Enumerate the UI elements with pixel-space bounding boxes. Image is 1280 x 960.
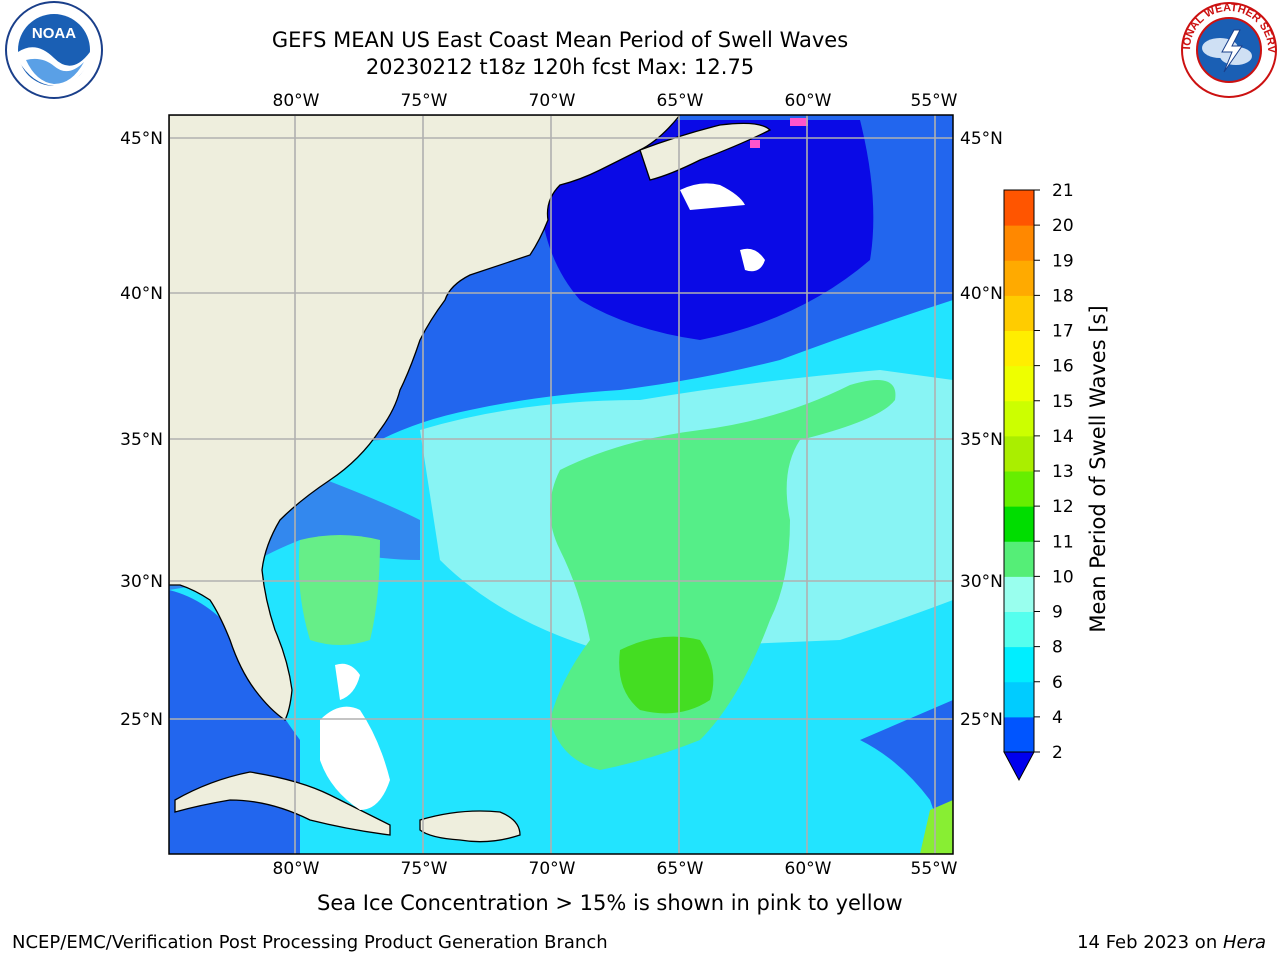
colorbar-tick-label: 18	[1052, 286, 1074, 306]
colorbar-tick-label: 11	[1052, 532, 1074, 552]
lon-tick-top: 80°W	[273, 91, 320, 111]
colorbar-bin	[1004, 295, 1034, 331]
swell-low-region	[540, 120, 874, 340]
sea-ice-note: Sea Ice Concentration > 15% is shown in …	[317, 891, 903, 915]
footer-date: 14 Feb 2023 on Hera	[1077, 932, 1266, 953]
colorbar-tick-label: 19	[1052, 251, 1074, 271]
colorbar-tick-label: 21	[1052, 181, 1074, 201]
colorbar-bin	[1004, 225, 1034, 261]
colorbar-bin	[1004, 190, 1034, 226]
colorbar-ticks: 21 20 19 18 17 16 15 14 13 12 11 10 9 8 6 4 2	[1034, 181, 1074, 763]
lat-ticks-left: 45°N 40°N 35°N 30°N 25°N	[120, 129, 163, 730]
lon-tick-bottom: 70°W	[529, 859, 576, 879]
lat-tick-left: 30°N	[120, 572, 163, 592]
lon-tick-top: 75°W	[401, 91, 448, 111]
colorbar-bin	[1004, 681, 1034, 718]
colorbar-tick-label: 2	[1052, 743, 1063, 763]
sea-ice-patch-2	[750, 140, 760, 148]
graticule	[169, 115, 953, 854]
swell-band-peak	[619, 636, 714, 714]
lon-tick-top: 55°W	[911, 91, 958, 111]
colorbar-tick-label: 20	[1052, 216, 1074, 236]
lat-tick-right: 35°N	[960, 430, 1003, 450]
lat-tick-right: 25°N	[960, 710, 1003, 730]
masked-bahamas-north	[335, 663, 360, 700]
footer-credit: NCEP/EMC/Verification Post Processing Pr…	[12, 932, 608, 953]
lon-tick-bottom: 75°W	[401, 859, 448, 879]
lon-tick-top: 60°W	[785, 91, 832, 111]
swell-band-corner	[920, 800, 953, 854]
colorbar-bin	[1004, 611, 1034, 648]
map-area	[169, 115, 953, 854]
land-hispaniola	[419, 810, 521, 843]
colorbar-tick-label: 17	[1052, 322, 1074, 342]
colorbar-bin	[1004, 471, 1034, 507]
colorbar-label-text: Mean Period of Swell Waves [s]	[1086, 305, 1110, 633]
colorbar-tick-label: 9	[1052, 603, 1063, 623]
colorbar-tick-label: 12	[1052, 497, 1074, 517]
lat-ticks-right: 45°N 40°N 35°N 30°N 25°N	[960, 129, 1003, 730]
sea-ice-patch	[790, 118, 808, 126]
footer-host: Hera	[1222, 932, 1266, 953]
colorbar-bin	[1004, 716, 1034, 753]
masked-georges-bank	[740, 248, 765, 272]
lat-tick-left: 45°N	[120, 129, 163, 149]
lat-tick-left: 35°N	[120, 430, 163, 450]
footer-date-text: 14 Feb 2023 on	[1077, 932, 1223, 953]
colorbar-tick-label: 4	[1052, 708, 1063, 728]
swell-band-green-west	[298, 535, 380, 645]
colorbar-bin	[1004, 435, 1034, 472]
colorbar	[1003, 189, 1035, 782]
lon-tick-top: 65°W	[657, 91, 704, 111]
colorbar-bin	[1004, 260, 1034, 296]
colorbar-tick-label: 14	[1052, 427, 1074, 447]
lat-tick-right: 40°N	[960, 284, 1003, 304]
colorbar-tick-label: 13	[1052, 462, 1074, 482]
lon-tick-bottom: 80°W	[273, 859, 320, 879]
map-frame	[168, 114, 954, 855]
swell-band-southeast	[860, 700, 953, 854]
land-cuba	[174, 771, 391, 836]
colorbar-under-triangle	[1003, 751, 1035, 782]
colorbar-tick-label: 16	[1052, 357, 1074, 377]
lon-tick-top: 70°W	[529, 91, 576, 111]
colorbar-bin	[1004, 541, 1034, 577]
chart-title: GEFS MEAN US East Coast Mean Period of S…	[271, 28, 849, 52]
colorbar-bin	[1004, 506, 1034, 542]
colorbar-bin	[1004, 330, 1034, 367]
colorbar-bin	[1004, 646, 1034, 683]
chart-subtitle: 20230212 t18z 120h fcst Max: 12.75	[365, 55, 755, 79]
colorbar-tick-label: 8	[1052, 638, 1063, 658]
nws-logo-icon: NATIONAL WEATHER SERVICE	[1178, 0, 1277, 98]
colorbar-bin	[1004, 365, 1034, 402]
noaa-logo-icon: NOAA	[5, 1, 103, 99]
masked-bahamas	[320, 706, 390, 810]
land-north-america	[169, 115, 681, 721]
lon-tick-bottom: 60°W	[785, 859, 832, 879]
colorbar-tick-label: 15	[1052, 392, 1074, 412]
lon-ticks-bottom: 80°W 75°W 70°W 65°W 60°W 55°W	[273, 859, 958, 879]
lat-tick-left: 25°N	[120, 710, 163, 730]
lat-tick-left: 40°N	[120, 284, 163, 304]
colorbar-tick-label: 6	[1052, 673, 1063, 693]
lon-tick-bottom: 65°W	[657, 859, 704, 879]
colorbar-bin	[1004, 576, 1034, 612]
lat-tick-right: 45°N	[960, 129, 1003, 149]
lat-tick-right: 30°N	[960, 572, 1003, 592]
lon-ticks-top: 80°W 75°W 70°W 65°W 60°W 55°W	[273, 91, 958, 111]
colorbar-tick-label: 10	[1052, 567, 1074, 587]
lon-tick-bottom: 55°W	[911, 859, 958, 879]
noaa-logo-text: NOAA	[32, 25, 76, 42]
masked-gulf-of-maine	[680, 183, 745, 210]
colorbar-bin	[1004, 400, 1034, 437]
